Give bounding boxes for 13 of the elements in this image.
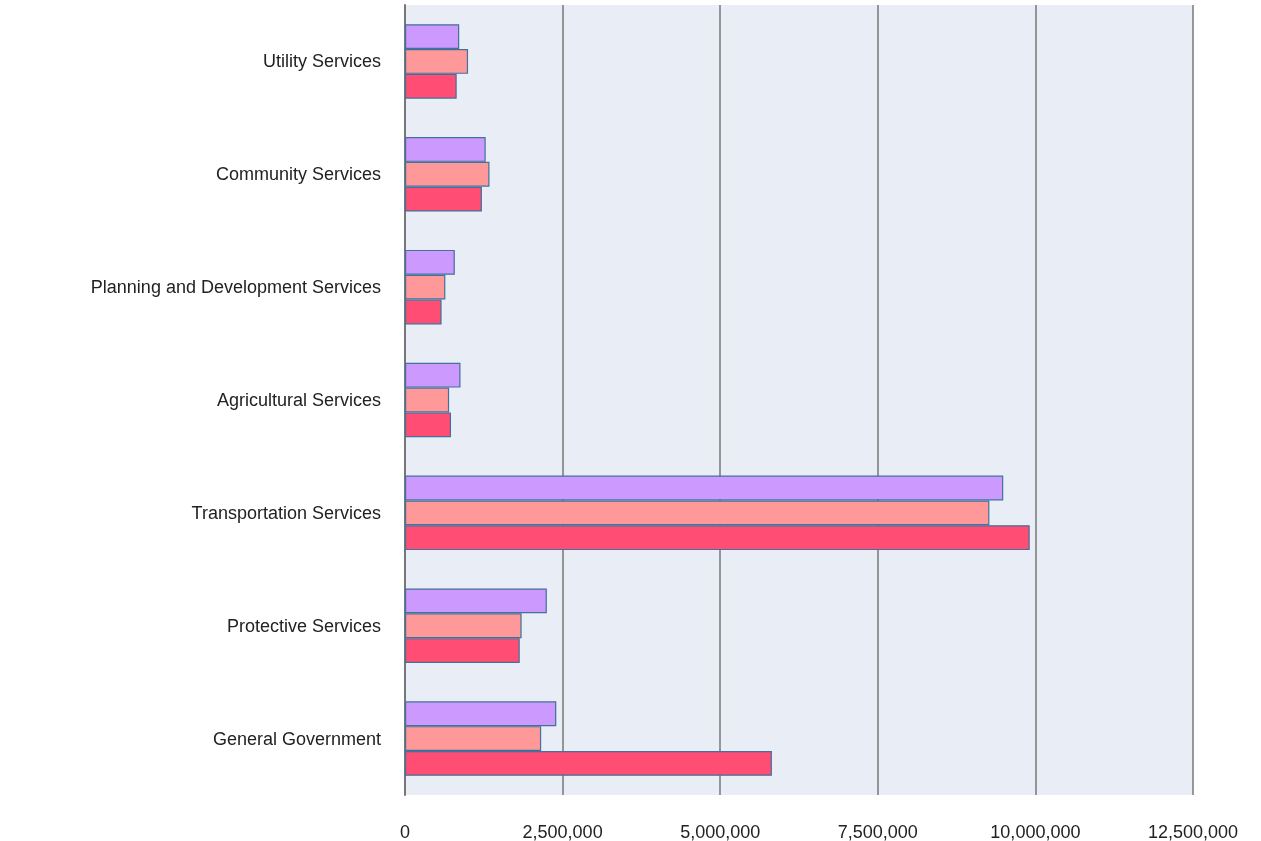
y-tick-label: Protective Services <box>226 615 381 636</box>
x-tick-label: 7,500,000 <box>837 822 918 841</box>
y-tick-label: Planning and Development Services <box>90 277 381 298</box>
x-tick-label: 12,500,000 <box>1147 822 1239 841</box>
x-tick-label: 10,000,000 <box>990 822 1081 841</box>
y-tick-label: Transportation Services <box>191 502 381 523</box>
x-tick-label: 2,500,000 <box>522 822 603 841</box>
y-tick-label: Agricultural Services <box>216 390 381 410</box>
x-tick-label: 0 <box>399 822 411 841</box>
y-tick-label: General Government <box>212 728 381 749</box>
x-tick-label: 5,000,000 <box>680 822 761 841</box>
y-tick-label: Utility Services <box>262 51 381 72</box>
y-tick-label: Community Services <box>215 164 381 185</box>
